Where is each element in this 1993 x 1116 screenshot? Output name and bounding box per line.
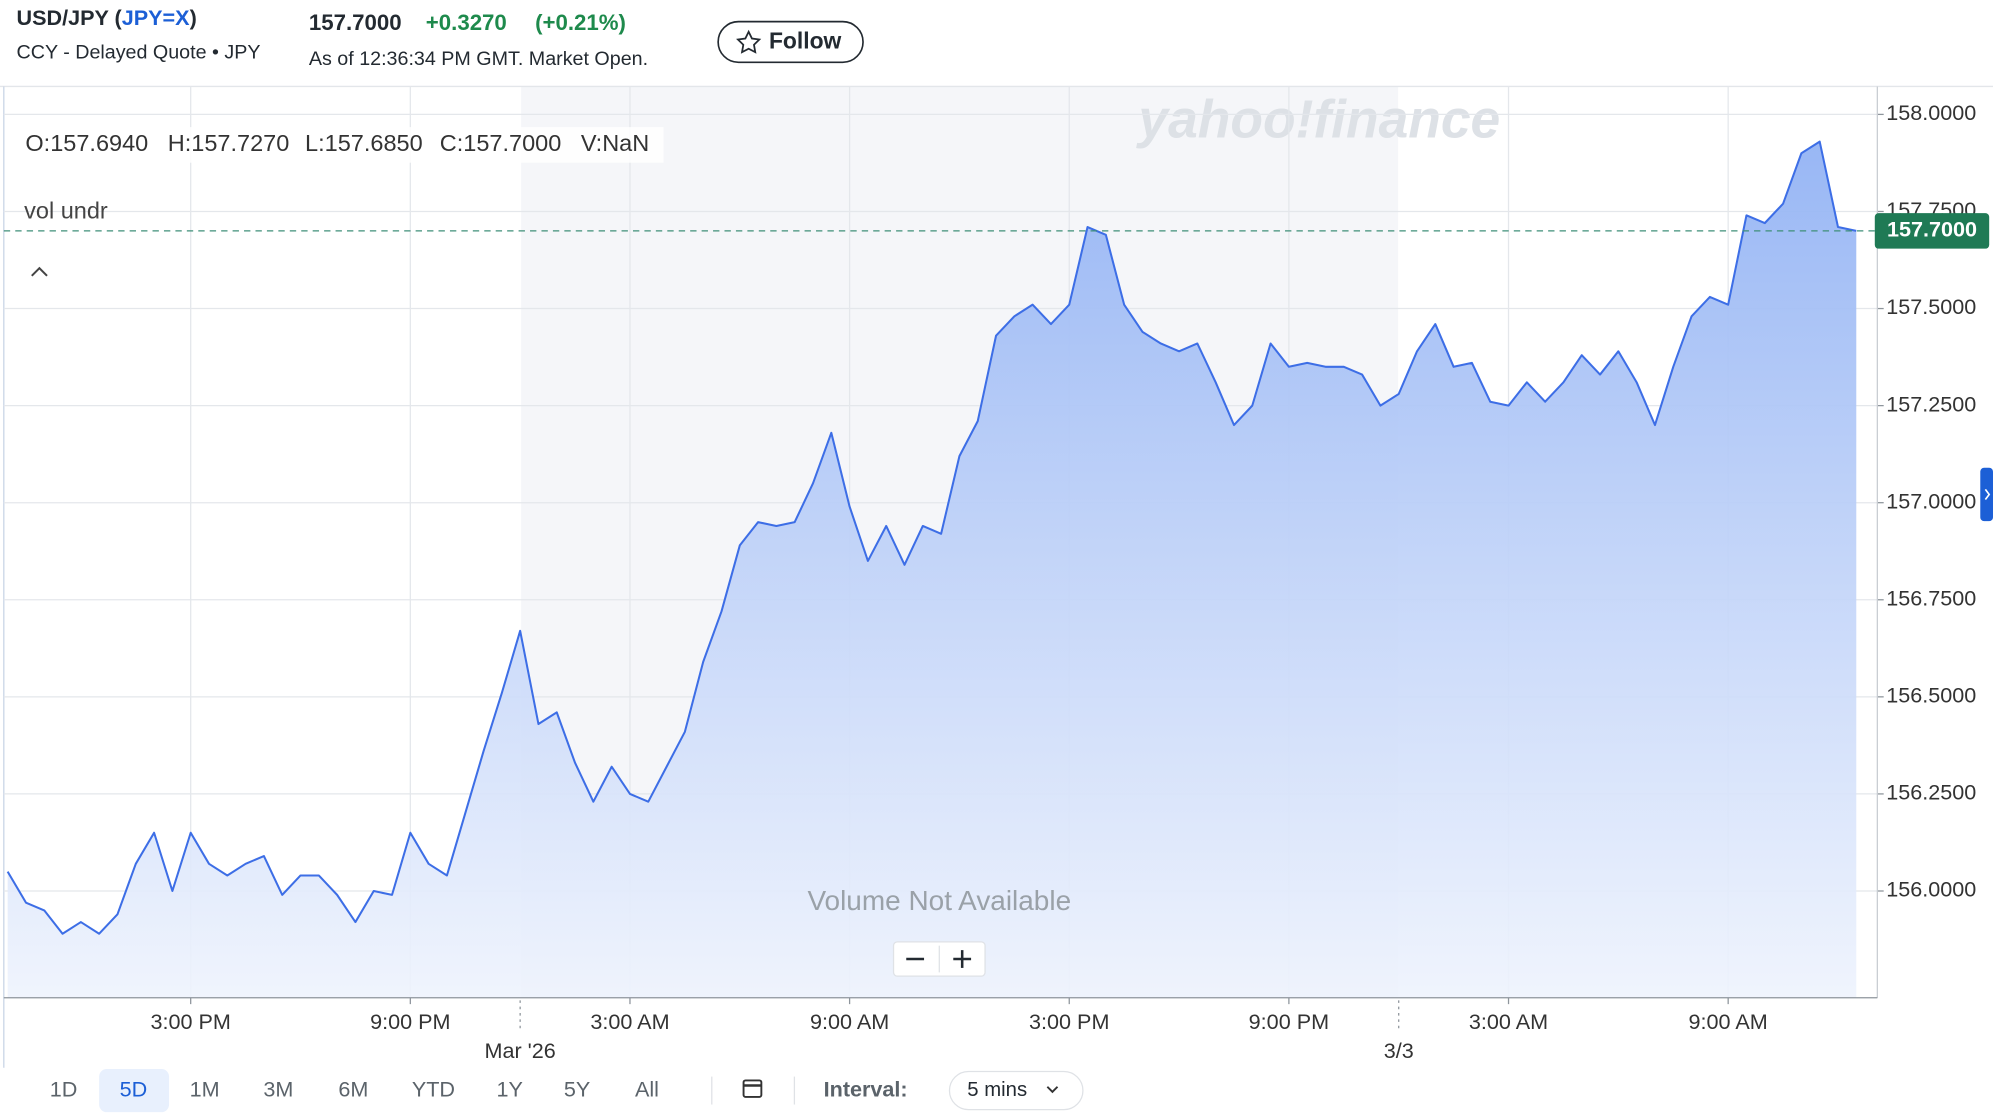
y-tick-label: 156.2500 <box>1886 780 1976 805</box>
range-button[interactable]: All <box>635 1076 659 1101</box>
chart-overlays: 3:00 PM 9:00 PM 3:00 AM 9:00 AM 3:00 PM 9:00 … <box>3 86 1993 1063</box>
interval-value[interactable]: 5 mins <box>967 1079 1027 1101</box>
selected-range-bg <box>99 1068 170 1113</box>
ohlc-backdrop <box>17 127 664 163</box>
follow-label[interactable]: Follow <box>769 28 842 54</box>
watermark: yahoo!finance <box>1135 90 1500 149</box>
range-button[interactable]: 5Y <box>564 1076 590 1101</box>
y-tick-label: 158.0000 <box>1886 100 1976 125</box>
price-change: +0.3270 <box>426 10 507 35</box>
date-tick-label: Mar '26 <box>484 1038 555 1063</box>
y-tick-label: 156.5000 <box>1886 683 1976 708</box>
quote-source: CCY - Delayed Quote • JPY <box>17 42 261 64</box>
side-panel-arrow[interactable] <box>1984 488 1991 501</box>
range-button[interactable]: 1M <box>190 1076 220 1101</box>
star-icon[interactable] <box>736 29 762 54</box>
ticker-name: USD/JPY ( <box>17 5 123 30</box>
interval-dropdown-frame[interactable] <box>948 1070 1084 1111</box>
y-tick-label: 157.0000 <box>1886 488 1976 513</box>
zoom-controls[interactable] <box>892 941 986 977</box>
x-tick-label: 3:00 PM <box>150 1009 230 1034</box>
x-tick-label: 9:00 AM <box>1689 1009 1768 1034</box>
current-price-badge <box>1874 213 1990 249</box>
x-tick-label: 9:00 PM <box>370 1009 450 1034</box>
range-button[interactable]: 1D <box>50 1076 78 1101</box>
y-tick-label: 156.7500 <box>1886 585 1976 610</box>
ticker-title: USD/JPY (JPY=X) <box>17 5 197 30</box>
ohlc-value: H:157.7270 <box>168 130 290 156</box>
range-button[interactable]: 1Y <box>496 1076 522 1101</box>
chevron-down[interactable] <box>1046 1086 1059 1094</box>
price: 157.7000 <box>309 10 402 35</box>
price-line <box>6 140 1857 935</box>
volume-note: Volume Not Available <box>807 885 1071 916</box>
y-tick-label: 157.5000 <box>1886 294 1976 319</box>
y-tick-label: 156.0000 <box>1886 877 1976 902</box>
range-button[interactable]: 5D <box>120 1076 148 1101</box>
x-tick-label: 9:00 PM <box>1249 1009 1329 1034</box>
range-button[interactable]: 3M <box>263 1076 293 1101</box>
ohlc-value: V:NaN <box>581 130 649 156</box>
range-button[interactable]: 6M <box>338 1076 368 1101</box>
indicator-label: vol undr <box>24 197 108 223</box>
ohlc-value: C:157.7000 <box>440 130 562 156</box>
x-tick-label: 3:00 PM <box>1029 1009 1109 1034</box>
x-tick-label: 3:00 AM <box>1469 1009 1548 1034</box>
interval-dropdown[interactable]: 5 mins <box>948 1070 1084 1111</box>
ohlc-value: L:157.6850 <box>305 130 423 156</box>
current-price-label: 157.7000 <box>1887 217 1977 242</box>
chart: yahoo!finance 156.0000 156.2500 156.5000 156… <box>0 85 1993 1068</box>
market-status: As of 12:36:34 PM GMT. Market Open. <box>309 48 648 70</box>
area-fill <box>7 141 1857 998</box>
ticker-paren: ) <box>190 5 197 30</box>
y-tick-label: 157.2500 <box>1886 391 1976 416</box>
side-panel-tab[interactable] <box>1980 467 1993 522</box>
interval-label: Interval: <box>824 1076 908 1101</box>
date-tick-label: 3/3 <box>1384 1038 1414 1063</box>
price-change-percent: (+0.21%) <box>535 10 626 35</box>
range-bar: Interval: 5 mins 1D 5D 1M 3M 6M YTD 1Y 5Y All <box>50 1068 1084 1113</box>
ohlc-value: O:157.6940 <box>25 130 148 156</box>
x-tick-label: 3:00 AM <box>590 1009 669 1034</box>
range-button[interactable]: YTD <box>412 1076 455 1101</box>
follow-button[interactable]: Follow <box>717 20 864 64</box>
calendar-icon[interactable] <box>742 1079 763 1098</box>
x-tick-label: 9:00 AM <box>810 1009 889 1034</box>
ticker-symbol[interactable]: JPY=X <box>122 5 190 30</box>
calendar-button[interactable] <box>742 1079 763 1098</box>
collapse-icon[interactable] <box>31 266 48 277</box>
